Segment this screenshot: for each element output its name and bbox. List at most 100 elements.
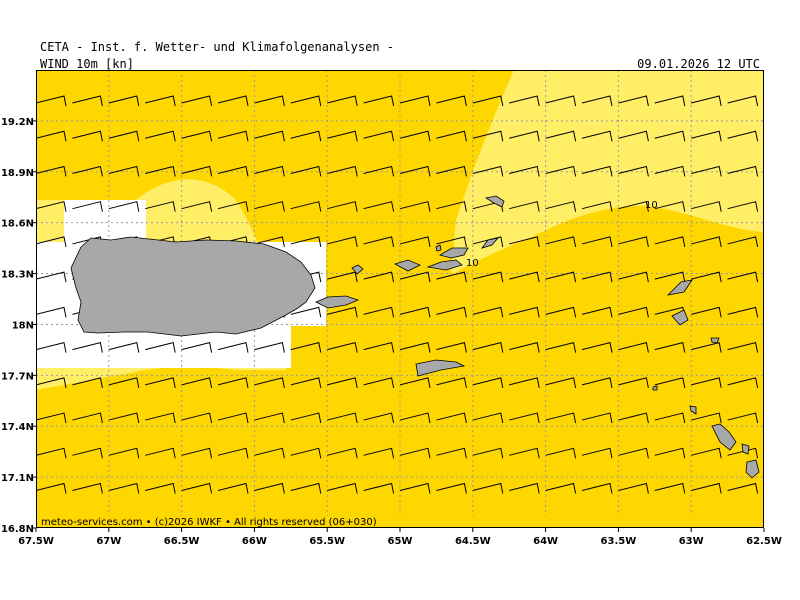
wind-barb [618, 271, 649, 283]
credit-line: meteo-services.com • (c)2026 IWKF • All … [41, 517, 377, 528]
wind-barb [363, 165, 395, 177]
wind-barb [72, 130, 103, 142]
wind-barb [727, 377, 759, 388]
wind-barb [399, 412, 431, 424]
x-tick-label: 66W [242, 536, 267, 547]
wind-barb [36, 236, 67, 248]
wind-barb [254, 95, 285, 107]
wind-barb [145, 342, 176, 353]
wind-barb [654, 95, 686, 107]
x-tick-label: 66.5W [164, 536, 200, 547]
wind-barb [654, 130, 686, 142]
wind-barb [145, 201, 176, 212]
y-tick-label: 17.7N [1, 371, 34, 382]
wind-barb [472, 95, 504, 107]
nevis [741, 443, 750, 455]
wind-barb [363, 482, 395, 494]
wind-barb [181, 165, 213, 177]
wind-barb [581, 271, 613, 283]
wind-barb [472, 236, 504, 248]
wind-barb [691, 482, 722, 494]
x-tick-label: 65W [388, 536, 413, 547]
wind-barb [727, 201, 759, 212]
wind-barb [327, 201, 358, 212]
wind-barb [545, 236, 577, 248]
wind-barb [290, 447, 322, 459]
wind-barb [436, 201, 467, 212]
y-tick-label: 17.4N [1, 422, 34, 433]
wind-barb [254, 412, 285, 424]
wind-barb [145, 130, 176, 142]
wind-barb [145, 482, 176, 494]
anegada [484, 195, 505, 208]
wind-barb [181, 482, 213, 494]
wind-barb [181, 412, 213, 424]
y-tick-label: 18.3N [1, 270, 34, 281]
wind-barb [581, 236, 613, 248]
st-martin [666, 279, 693, 296]
wind-barb [399, 271, 431, 283]
x-tick-label: 62.5W [746, 536, 782, 547]
wind-barb [436, 95, 467, 107]
wind-barb [363, 412, 395, 424]
wind-barb [509, 447, 540, 459]
wind-barb [217, 201, 249, 212]
wind-barb [181, 95, 213, 107]
wind-barb [509, 95, 540, 107]
wind-barb [545, 201, 577, 212]
wind-barb [108, 130, 140, 142]
st-kitts [689, 405, 697, 415]
wind-barb [145, 95, 176, 107]
wind-barb [108, 165, 140, 177]
wind-barb [254, 165, 285, 177]
wind-barb [581, 130, 613, 142]
wind-barb [36, 412, 67, 424]
chart-title: CETA - Inst. f. Wetter- und Klimafolgena… [40, 40, 395, 54]
wind-barb [618, 306, 649, 318]
wind-barb [290, 342, 322, 353]
wind-barb [654, 377, 686, 388]
x-tick-label: 63W [679, 536, 704, 547]
wind-barb [217, 482, 249, 494]
wind-barb [399, 201, 431, 212]
wind-barb [363, 342, 395, 353]
wind-barb [727, 412, 759, 424]
wind-barb [654, 447, 686, 459]
map-border [36, 70, 764, 528]
land-masses [70, 195, 760, 479]
culebra [351, 264, 364, 275]
wind-barb [217, 447, 249, 459]
wind-barb [727, 95, 759, 107]
wind-barb [691, 165, 722, 177]
wind-barb [472, 271, 504, 283]
wind-barb [36, 447, 67, 459]
wind-barb [72, 342, 103, 353]
wind-barb [436, 306, 467, 318]
wind-barb [399, 482, 431, 494]
wind-barb [327, 447, 358, 459]
wind-barb [254, 482, 285, 494]
wind-barb [581, 412, 613, 424]
wind-barb [654, 412, 686, 424]
wind-barb [399, 377, 431, 388]
wind-barb [618, 482, 649, 494]
wind-barb [290, 95, 322, 107]
wind-barb [691, 447, 722, 459]
wind-barb [327, 377, 358, 388]
wind-barb [327, 236, 358, 248]
wind-barb [181, 130, 213, 142]
wind-barb [509, 412, 540, 424]
wind-barb [654, 236, 686, 248]
wind-barb [436, 482, 467, 494]
wind-barb [691, 130, 722, 142]
saba [710, 337, 720, 344]
wind-barb [727, 306, 759, 318]
wind-barb [254, 236, 285, 248]
wind-barb [618, 201, 649, 212]
wind-barb [108, 377, 140, 388]
wind-barb [472, 306, 504, 318]
wind-barb [436, 165, 467, 177]
wind-barb [217, 412, 249, 424]
puerto-rico [70, 236, 316, 337]
wind-barb [145, 447, 176, 459]
